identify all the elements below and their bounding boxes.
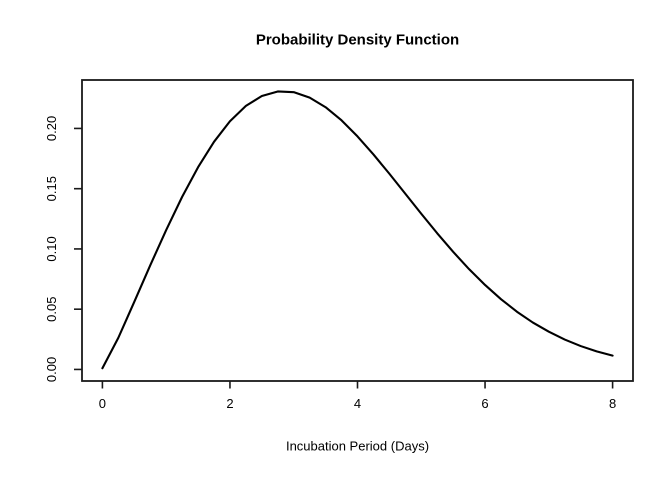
y-tick-label: 0.10 — [44, 236, 59, 261]
y-tick-label: 0.05 — [44, 297, 59, 322]
x-tick-label: 0 — [99, 396, 106, 411]
x-tick-label: 2 — [226, 396, 233, 411]
axis-tick-labels: 0 2 4 6 8 0.00 0.05 0.10 0.15 0.20 — [44, 116, 616, 411]
chart-title: Probability Density Function — [256, 32, 459, 49]
x-tick-label: 4 — [354, 396, 361, 411]
y-tick-label: 0.00 — [44, 357, 59, 382]
y-tick-label: 0.15 — [44, 176, 59, 201]
plot-box — [81, 79, 634, 382]
x-axis-label: Incubation Period (Days) — [286, 439, 429, 454]
y-tick-label: 0.20 — [44, 116, 59, 141]
x-tick-label: 8 — [609, 396, 616, 411]
pdf-curve — [101, 90, 614, 370]
x-tick-label: 6 — [481, 396, 488, 411]
axis-ticks — [74, 127, 614, 389]
